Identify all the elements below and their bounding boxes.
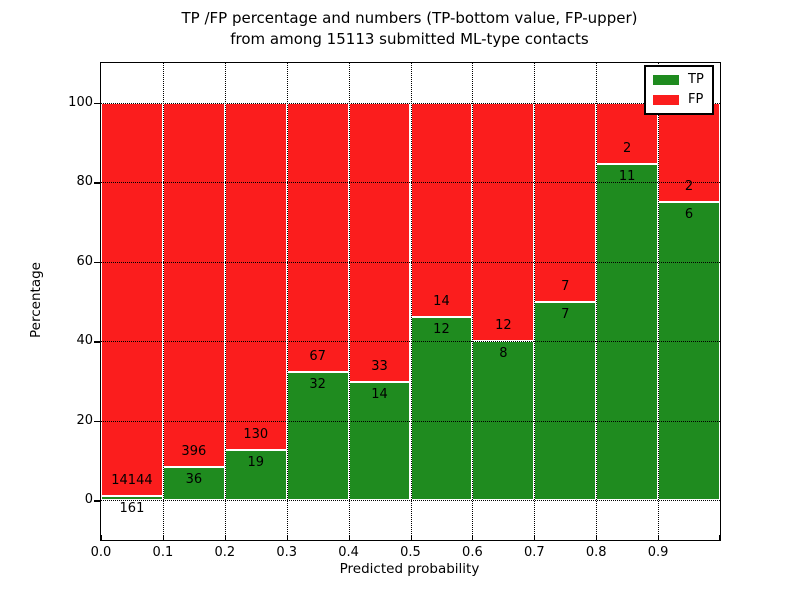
- x-tick-label: 0.1: [152, 545, 174, 560]
- y-tick-mark: [94, 420, 100, 423]
- tp-count-label: 6: [684, 207, 694, 223]
- fp-count-label: 14144: [111, 472, 153, 488]
- bar-tp-segment: [348, 381, 411, 501]
- x-tick-label: 0.9: [647, 545, 669, 560]
- tp-count-label: 19: [247, 454, 265, 470]
- y-tick-label: 0: [84, 492, 93, 508]
- y-gridline: [101, 341, 720, 343]
- fp-count-label: 2: [622, 140, 632, 156]
- x-gridline: [534, 63, 536, 540]
- y-tick-mark: [94, 341, 100, 343]
- bar-fp-segment: [162, 102, 225, 468]
- fp-count-label: 2: [684, 179, 694, 195]
- x-tick-mark: [658, 535, 660, 540]
- plot-area: 14144 161 396 36 130 19 67 32 33 14 14 12 12 8 7 7 2 11 2 6…: [68, 62, 721, 560]
- fp-count-label: 67: [309, 348, 326, 364]
- y-tick-mark: [94, 500, 100, 502]
- bar-tp-segment: [596, 163, 659, 501]
- bar-fp-segment: [101, 102, 163, 496]
- x-tick-label: 0.4: [338, 545, 359, 560]
- x-gridline: [348, 63, 350, 540]
- x-tick-label: 0.3: [276, 545, 298, 560]
- x-gridline: [286, 63, 288, 540]
- bar-fp-segment: [224, 102, 287, 450]
- chart-title: TP /FP percentage and numbers (TP-bottom…: [100, 8, 719, 50]
- tp-count-label: 161: [119, 500, 145, 516]
- y-gridline: [101, 182, 720, 184]
- legend-entry-fp: FP: [653, 92, 704, 108]
- fp-count-label: 14: [433, 293, 450, 309]
- bar-fp-segment: [348, 102, 411, 382]
- x-gridline: [410, 63, 412, 540]
- bar-fp-segment: [410, 102, 473, 317]
- bar-tp-segment: [162, 467, 225, 501]
- y-tick-label: 40: [76, 333, 93, 349]
- legend-entry-tp: TP: [653, 72, 704, 88]
- x-tick-label: 0.8: [585, 545, 607, 560]
- y-tick-mark: [94, 102, 100, 105]
- fp-count-label: 130: [243, 426, 269, 442]
- tp-count-label: 11: [618, 168, 636, 184]
- x-gridline: [224, 63, 226, 540]
- legend-swatch-tp: [653, 75, 679, 85]
- bar-fp-segment: [472, 102, 535, 342]
- y-tick-mark: [94, 261, 100, 264]
- y-tick-label: 60: [76, 253, 93, 269]
- y-tick-label: 20: [76, 412, 93, 428]
- x-gridline: [596, 63, 598, 540]
- x-tick-mark: [596, 535, 598, 540]
- x-tick-label: 0.2: [214, 545, 236, 560]
- y-axis-label: Percentage: [28, 262, 44, 338]
- x-tick-label: 0.7: [523, 545, 545, 560]
- y-gridline: [101, 261, 720, 263]
- bar-tp-segment: [534, 301, 597, 501]
- x-tick-mark: [224, 535, 226, 540]
- x-tick-mark: [719, 535, 720, 540]
- y-tick-label: 80: [76, 174, 93, 190]
- bar-fp-segment: [286, 102, 349, 372]
- chart-title-line2: from among 15113 submitted ML-type conta…: [230, 30, 589, 48]
- x-tick-mark: [410, 535, 412, 540]
- x-tick-mark: [162, 535, 164, 540]
- tp-count-label: 8: [499, 346, 508, 362]
- tp-count-label: 36: [185, 472, 203, 488]
- x-tick-mark: [534, 535, 536, 540]
- chart-title-line1: TP /FP percentage and numbers (TP-bottom…: [181, 9, 638, 27]
- x-tick-label: 0.0: [90, 545, 112, 560]
- tp-count-label: 14: [371, 386, 388, 402]
- y-gridline: [101, 420, 720, 422]
- x-axis-label: Predicted probability: [339, 561, 480, 577]
- fp-count-label: 7: [561, 278, 570, 294]
- fp-count-label: 33: [371, 358, 388, 374]
- x-tick-mark: [286, 535, 288, 540]
- bar-fp-segment: [658, 102, 720, 203]
- x-gridline: [658, 63, 660, 540]
- x-tick-mark: [101, 535, 102, 540]
- y-tick-label: 100: [68, 94, 93, 110]
- legend: TP FP: [644, 65, 714, 115]
- y-gridline: [101, 500, 720, 502]
- tp-count-label: 32: [309, 376, 326, 392]
- tp-count-label: 12: [433, 321, 450, 337]
- x-gridline: [472, 63, 474, 540]
- x-tick-label: 0.5: [400, 545, 421, 560]
- legend-swatch-fp: [653, 95, 679, 105]
- x-tick-label: 0.6: [462, 545, 483, 560]
- bar-tp-segment: [410, 316, 473, 501]
- legend-label-fp: FP: [688, 92, 704, 107]
- x-tick-mark: [472, 535, 474, 540]
- x-tick-mark: [348, 535, 350, 540]
- x-gridline: [162, 63, 164, 540]
- bar-tp-segment: [101, 495, 163, 501]
- fp-count-label: 12: [495, 318, 512, 334]
- bar-tp-segment: [286, 371, 349, 501]
- bar-fp-segment: [534, 102, 597, 302]
- y-gridline: [101, 102, 720, 104]
- legend-label-tp: TP: [688, 72, 704, 87]
- fp-count-label: 396: [181, 444, 207, 460]
- y-tick-mark: [94, 182, 100, 184]
- bar-tp-segment: [658, 202, 720, 501]
- tp-count-label: 7: [561, 306, 570, 322]
